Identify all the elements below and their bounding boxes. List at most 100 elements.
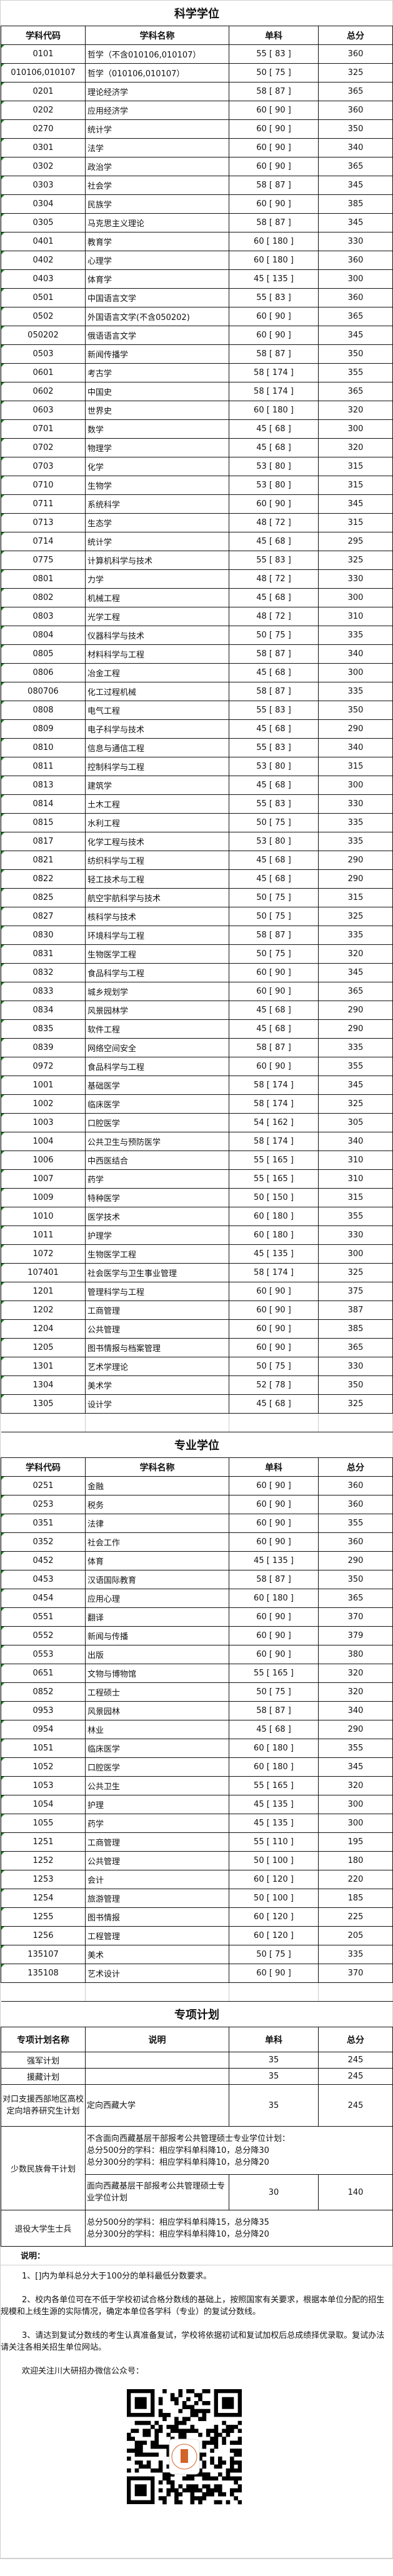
table-row: 0551 翻译 60 [ 90 ] 370 bbox=[1, 1607, 393, 1627]
subject-name: 中西医结合 bbox=[85, 1151, 229, 1170]
subject-name: 土木工程 bbox=[85, 794, 229, 814]
subject-code: 0401 bbox=[1, 232, 86, 251]
subject-name: 口腔医学 bbox=[85, 1757, 229, 1777]
subject-code: 1002 bbox=[1, 1094, 86, 1114]
single-score: 58 [ 87 ] bbox=[229, 926, 319, 945]
total-score: 355 bbox=[318, 363, 393, 382]
total-score: 385 bbox=[318, 1319, 393, 1339]
table-row: 1009 特种医学 50 [ 150 ] 315 bbox=[1, 1188, 393, 1207]
single-score: 50 [ 75 ] bbox=[229, 888, 319, 907]
total-score: 325 bbox=[318, 551, 393, 570]
plan-total: 245 bbox=[318, 2052, 393, 2069]
subject-name: 特种医学 bbox=[85, 1188, 229, 1207]
total-score: 345 bbox=[318, 1076, 393, 1095]
description-line: 总分500分的学科：相应学科单科降10，总分降30 bbox=[87, 2145, 269, 2155]
subject-code: 1305 bbox=[1, 1394, 86, 1414]
total-score: 310 bbox=[318, 607, 393, 626]
total-score: 330 bbox=[318, 1226, 393, 1245]
subject-code: 0403 bbox=[1, 269, 86, 289]
subject-code: 0305 bbox=[1, 213, 86, 232]
subject-code: 1201 bbox=[1, 1282, 86, 1301]
subject-name: 金融 bbox=[85, 1476, 229, 1495]
subject-code: 0832 bbox=[1, 963, 86, 982]
subject-name: 俄语语言文学 bbox=[85, 326, 229, 345]
blank-row bbox=[1, 1982, 393, 2002]
subject-code: 050202 bbox=[1, 326, 86, 345]
table-row: 0814 土木工程 55 [ 83 ] 330 bbox=[1, 794, 393, 814]
subject-name: 核科学与技术 bbox=[85, 907, 229, 926]
total-score: 320 bbox=[318, 438, 393, 457]
table-row: 0954 林业 45 [ 68 ] 290 bbox=[1, 1720, 393, 1739]
single-score: 58 [ 87 ] bbox=[229, 1038, 319, 1057]
table-row: 135108 艺术设计 60 [ 90 ] 370 bbox=[1, 1964, 393, 1983]
special-row-veteran: 退役大学生士兵 总分500分的学科：相应学科单科降15，总分降35 总分300分… bbox=[1, 2210, 393, 2247]
table-row: 1072 生物医学工程 45 [ 135 ] 300 bbox=[1, 1244, 393, 1264]
subject-code: 0202 bbox=[1, 101, 86, 120]
single-score: 60 [ 90 ] bbox=[229, 1514, 319, 1533]
subject-code: 0601 bbox=[1, 363, 86, 382]
total-score: 300 bbox=[318, 588, 393, 607]
subject-name: 水利工程 bbox=[85, 813, 229, 832]
single-score: 60 [ 180 ] bbox=[229, 401, 319, 420]
plan-single: 35 bbox=[229, 2052, 319, 2069]
total-score: 335 bbox=[318, 926, 393, 945]
single-score: 52 [ 78 ] bbox=[229, 1375, 319, 1395]
subject-code: 0651 bbox=[1, 1664, 86, 1683]
subject-name: 应用心理 bbox=[85, 1589, 229, 1608]
subject-code: 0270 bbox=[1, 119, 86, 139]
subject-code: 0101 bbox=[1, 44, 86, 64]
section-title-professional: 专业学位 bbox=[1, 1432, 393, 1458]
subject-code: 0552 bbox=[1, 1626, 86, 1645]
subject-name: 软件工程 bbox=[85, 1019, 229, 1039]
total-score: 335 bbox=[318, 626, 393, 645]
plan-description bbox=[85, 2052, 229, 2069]
single-score: 60 [ 90 ] bbox=[229, 119, 319, 139]
total-score: 370 bbox=[318, 1964, 393, 1983]
subject-code: 1202 bbox=[1, 1300, 86, 1320]
subject-code: 0703 bbox=[1, 457, 86, 476]
total-score: 315 bbox=[318, 476, 393, 495]
single-score: 60 [ 90 ] bbox=[229, 1495, 319, 1514]
subject-name: 公共管理 bbox=[85, 1851, 229, 1870]
subject-code: 0833 bbox=[1, 982, 86, 1001]
table-row: 0501 中国语言文学 55 [ 83 ] 360 bbox=[1, 288, 393, 307]
total-score: 345 bbox=[318, 1757, 393, 1777]
single-score: 45 [ 68 ] bbox=[229, 869, 319, 889]
total-score: 300 bbox=[318, 776, 393, 795]
plan-name: 强军计划 bbox=[1, 2052, 86, 2069]
single-score: 60 [ 90 ] bbox=[229, 101, 319, 120]
subject-name: 航空宇航科学与技术 bbox=[85, 888, 229, 907]
plan-description: 定向西藏大学 bbox=[85, 2084, 229, 2127]
subject-code: 0817 bbox=[1, 832, 86, 851]
section-title-special: 专项计划 bbox=[1, 2001, 393, 2027]
subject-name: 生物医学工程 bbox=[85, 1244, 229, 1264]
subject-name: 图书情报 bbox=[85, 1907, 229, 1927]
subject-name: 艺术设计 bbox=[85, 1964, 229, 1983]
total-score: 335 bbox=[318, 813, 393, 832]
subject-code: 0813 bbox=[1, 776, 86, 795]
table-row: 0301 法学 60 [ 90 ] 340 bbox=[1, 138, 393, 157]
single-score: 60 [ 90 ] bbox=[229, 1532, 319, 1552]
total-score: 330 bbox=[318, 1357, 393, 1376]
table-row: 1010 医学技术 60 [ 180 ] 355 bbox=[1, 1207, 393, 1226]
table-row: 1201 管理科学与工程 60 [ 90 ] 375 bbox=[1, 1282, 393, 1301]
subject-code: 0811 bbox=[1, 757, 86, 776]
subject-code: 0452 bbox=[1, 1551, 86, 1570]
notes-section: 说明： 1、[]内为单科总分大于100分的单科最低分数要求。 2、校内各单位可在… bbox=[1, 2247, 392, 2558]
table-row: 0775 计算机科学与技术 55 [ 83 ] 325 bbox=[1, 551, 393, 570]
table-row: 135107 美术 50 [ 75 ] 335 bbox=[1, 1945, 393, 1964]
total-score: 340 bbox=[318, 1701, 393, 1720]
table-row: 0802 机械工程 45 [ 68 ] 300 bbox=[1, 588, 393, 607]
total-score: 330 bbox=[318, 794, 393, 814]
total-score: 290 bbox=[318, 1001, 393, 1020]
table-row: 0402 心理学 60 [ 180 ] 360 bbox=[1, 251, 393, 270]
single-score: 48 [ 72 ] bbox=[229, 607, 319, 626]
subject-name: 公共管理 bbox=[85, 1319, 229, 1339]
table-row: 0834 风景园林学 45 [ 68 ] 290 bbox=[1, 1001, 393, 1020]
single-score: 53 [ 80 ] bbox=[229, 476, 319, 495]
subject-name: 法律 bbox=[85, 1514, 229, 1533]
single-score: 58 [ 87 ] bbox=[229, 213, 319, 232]
subject-code: 0831 bbox=[1, 944, 86, 964]
total-score: 370 bbox=[318, 1607, 393, 1627]
total-score: 300 bbox=[318, 1244, 393, 1264]
